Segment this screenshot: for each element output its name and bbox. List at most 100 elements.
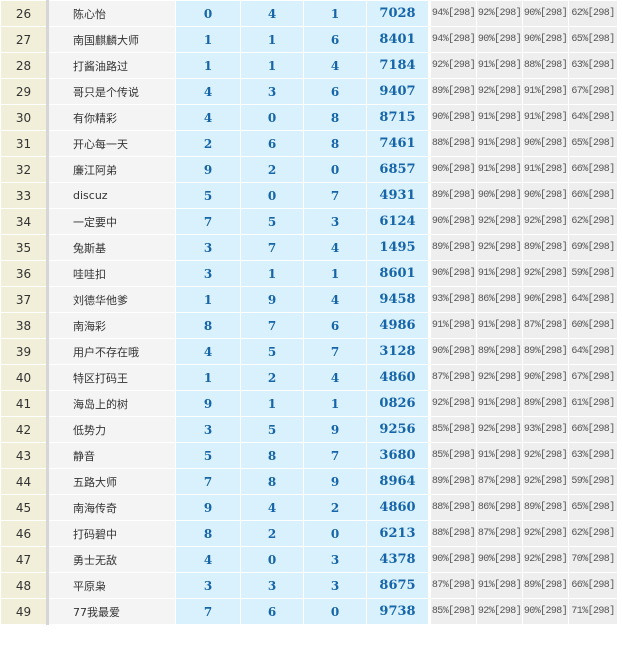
digit-cell-2: 1	[240, 390, 304, 417]
digit-cell-3: 9	[303, 416, 367, 443]
percent-cell: 91%[298]	[476, 104, 523, 131]
percent-cell: 89%[298]	[429, 234, 477, 261]
table-row: 37 刘德华他爹 1 9 4 9458 93%[298] 86%[298] 90%[298] 64…	[0, 286, 618, 313]
digit-cell-1: 2	[175, 130, 241, 157]
name-cell: 有你精彩	[47, 104, 176, 131]
percent-cell: 91%[298]	[476, 130, 523, 157]
percent-cell: 66%[298]	[568, 572, 618, 599]
percent-cell: 94%[298]	[429, 0, 477, 27]
digit-cell-3: 3	[303, 546, 367, 573]
digit-cell-1: 1	[175, 364, 241, 391]
percent-cell: 91%[298]	[476, 52, 523, 79]
rank-cell: 28	[0, 52, 49, 79]
percent-cell: 92%[298]	[476, 364, 523, 391]
percent-cell: 92%[298]	[476, 598, 523, 625]
digit-cell-1: 1	[175, 26, 241, 53]
number-cell: 0826	[366, 390, 431, 417]
name-cell: 特区打码王	[47, 364, 176, 391]
digit-cell-2: 6	[240, 598, 304, 625]
rank-cell: 41	[0, 390, 49, 417]
percent-cell: 69%[298]	[568, 234, 618, 261]
rank-cell: 42	[0, 416, 49, 443]
percent-cell: 62%[298]	[568, 208, 618, 235]
number-cell: 4860	[366, 364, 431, 391]
percent-cell: 90%[298]	[429, 104, 477, 131]
digit-cell-2: 8	[240, 442, 304, 469]
digit-cell-1: 4	[175, 546, 241, 573]
table-row: 40 特区打码王 1 2 4 4860 87%[298] 92%[298] 90%[298] 67…	[0, 364, 618, 391]
digit-cell-1: 8	[175, 520, 241, 547]
percent-cell: 60%[298]	[568, 312, 618, 339]
percent-cell: 90%[298]	[429, 338, 477, 365]
rank-cell: 46	[0, 520, 49, 547]
table-row: 39 用户不存在哦 4 5 7 3128 90%[298] 89%[298] 89%[298] 6…	[0, 338, 618, 365]
name-cell: 低势力	[47, 416, 176, 443]
percent-cell: 90%[298]	[476, 546, 523, 573]
digit-cell-1: 0	[175, 0, 241, 27]
rank-cell: 27	[0, 26, 49, 53]
percent-cell: 62%[298]	[568, 520, 618, 547]
percent-cell: 89%[298]	[522, 494, 569, 521]
digit-cell-1: 9	[175, 156, 241, 183]
percent-cell: 92%[298]	[476, 208, 523, 235]
percent-cell: 66%[298]	[568, 182, 618, 209]
name-cell: 平原枭	[47, 572, 176, 599]
rank-cell: 48	[0, 572, 49, 599]
percent-cell: 64%[298]	[568, 338, 618, 365]
name-cell: 南国麒麟大师	[47, 26, 176, 53]
name-cell: 静音	[47, 442, 176, 469]
digit-cell-3: 6	[303, 78, 367, 105]
percent-cell: 91%[298]	[476, 156, 523, 183]
digit-cell-1: 5	[175, 442, 241, 469]
percent-cell: 90%[298]	[429, 260, 477, 287]
digit-cell-1: 9	[175, 390, 241, 417]
rank-cell: 33	[0, 182, 49, 209]
digit-cell-3: 4	[303, 286, 367, 313]
name-cell: 开心每一天	[47, 130, 176, 157]
percent-cell: 92%[298]	[522, 208, 569, 235]
table-row: 28 打酱油路过 1 1 4 7184 92%[298] 91%[298] 88%[298] 63…	[0, 52, 618, 79]
name-cell: discuz	[47, 182, 176, 209]
percent-cell: 86%[298]	[476, 494, 523, 521]
rank-cell: 35	[0, 234, 49, 261]
percent-cell: 91%[298]	[476, 572, 523, 599]
digit-cell-2: 5	[240, 416, 304, 443]
percent-cell: 67%[298]	[568, 78, 618, 105]
number-cell: 9458	[366, 286, 431, 313]
digit-cell-1: 8	[175, 312, 241, 339]
rank-cell: 38	[0, 312, 49, 339]
percent-cell: 92%[298]	[522, 260, 569, 287]
number-cell: 4986	[366, 312, 431, 339]
percent-cell: 88%[298]	[429, 130, 477, 157]
name-cell: 一定要中	[47, 208, 176, 235]
percent-cell: 63%[298]	[568, 442, 618, 469]
digit-cell-1: 5	[175, 182, 241, 209]
table-row: 33 discuz 5 0 7 4931 89%[298] 90%[298] 90%[298] 6…	[0, 182, 618, 209]
number-cell: 8401	[366, 26, 431, 53]
digit-cell-3: 4	[303, 52, 367, 79]
percent-cell: 90%[298]	[522, 182, 569, 209]
digit-cell-1: 4	[175, 338, 241, 365]
rank-cell: 47	[0, 546, 49, 573]
digit-cell-3: 8	[303, 104, 367, 131]
table-row: 41 海岛上的树 9 1 1 0826 92%[298] 91%[298] 89%[298] 61…	[0, 390, 618, 417]
percent-cell: 92%[298]	[429, 390, 477, 417]
rank-cell: 34	[0, 208, 49, 235]
rank-cell: 44	[0, 468, 49, 495]
table-row: 49 77我最爱 7 6 0 9738 85%[298] 92%[298] 90%[298] 71…	[0, 598, 618, 625]
table-row: 44 五路大师 7 8 9 8964 89%[298] 87%[298] 92%[298] 59%…	[0, 468, 618, 495]
number-cell: 7184	[366, 52, 431, 79]
digit-cell-2: 4	[240, 0, 304, 27]
digit-cell-1: 1	[175, 52, 241, 79]
percent-cell: 92%[298]	[476, 234, 523, 261]
name-cell: 廉江阿弟	[47, 156, 176, 183]
percent-cell: 63%[298]	[568, 52, 618, 79]
percent-cell: 88%[298]	[429, 494, 477, 521]
number-cell: 7461	[366, 130, 431, 157]
percent-cell: 66%[298]	[568, 156, 618, 183]
digit-cell-3: 3	[303, 572, 367, 599]
percent-cell: 70%[298]	[568, 546, 618, 573]
percent-cell: 89%[298]	[522, 572, 569, 599]
digit-cell-1: 7	[175, 468, 241, 495]
digit-cell-2: 1	[240, 26, 304, 53]
